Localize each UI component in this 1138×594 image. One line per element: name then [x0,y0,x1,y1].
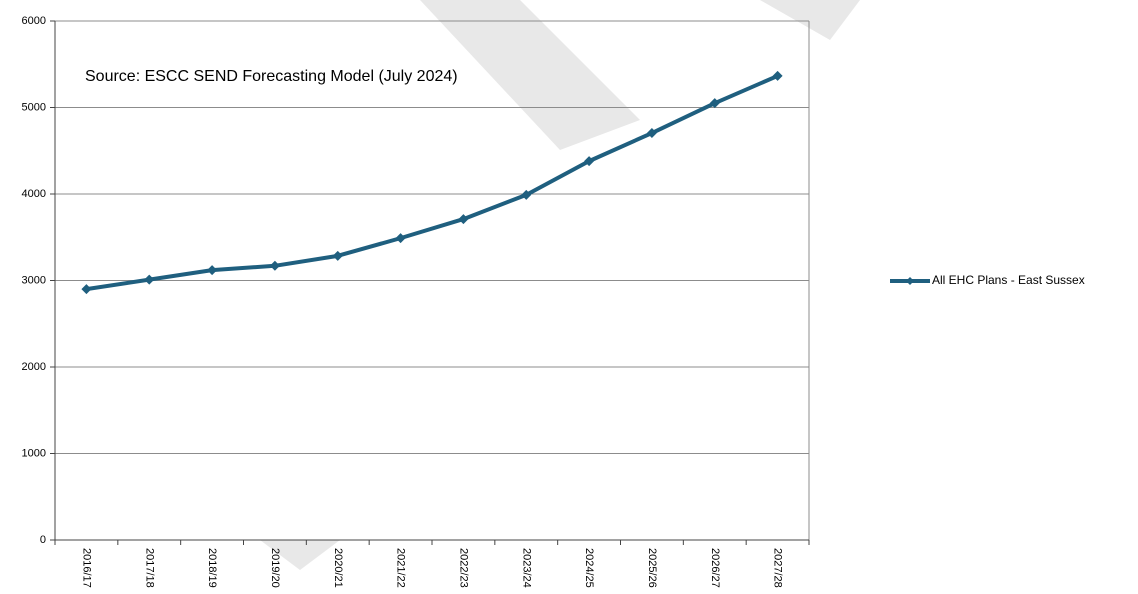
point-marker [395,233,406,244]
legend-marker [906,277,914,285]
y-tick-label: 0 [40,534,46,546]
point-marker [458,214,469,225]
point-marker [144,274,155,285]
x-tick-label: 2025/26 [646,548,658,588]
point-marker [772,70,783,81]
y-tick-label: 6000 [22,15,46,27]
y-tick-label: 4000 [22,188,46,200]
series-line [86,74,779,292]
y-tick-label: 5000 [22,101,46,113]
watermark [420,0,640,150]
point-marker [584,156,595,167]
watermark [760,0,860,40]
point-marker [709,98,720,109]
y-tick-label: 1000 [22,447,46,459]
x-tick-label: 2016/17 [81,548,93,588]
x-tick-label: 2027/28 [772,548,784,588]
legend-label: All EHC Plans - East Sussex [932,273,1085,287]
x-tick-label: 2026/27 [709,548,721,588]
x-tick-label: 2020/21 [332,548,344,588]
x-tick-label: 2018/19 [206,548,218,588]
point-marker [332,250,343,261]
point-marker [269,260,280,271]
x-tick-label: 2022/23 [458,548,470,588]
x-tick-label: 2019/20 [269,548,281,588]
y-tick-label: 3000 [22,274,46,286]
point-marker [81,284,92,295]
y-tick-label: 2000 [22,361,46,373]
x-tick-label: 2021/22 [395,548,407,588]
annotation: Source: ESCC SEND Forecasting Model (Jul… [85,68,458,85]
x-tick-label: 2023/24 [520,548,532,588]
x-tick-label: 2017/18 [143,548,155,588]
watermark [260,540,340,570]
x-tick-label: 2024/25 [583,548,595,588]
point-marker [521,189,532,200]
point-marker [646,128,657,139]
point-marker [207,265,218,276]
